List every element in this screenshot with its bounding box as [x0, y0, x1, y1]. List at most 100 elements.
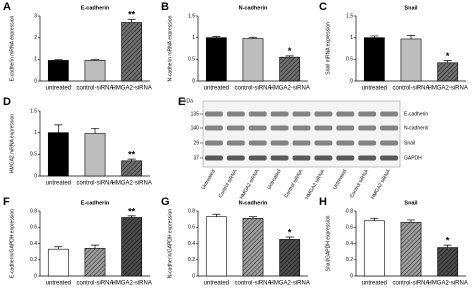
- error-bar: [54, 124, 63, 133]
- y-axis-label: N-cadherin mRNA expression: [167, 15, 173, 81]
- band: [248, 111, 267, 117]
- x-tick-label: control-siRNA: [234, 281, 271, 287]
- bar: [84, 248, 106, 277]
- band: [358, 140, 377, 146]
- panel-letter: E: [178, 96, 185, 108]
- x-tick-label: untreated: [204, 86, 229, 92]
- y-tick-label: 0.8: [188, 208, 195, 214]
- error-bar: [91, 244, 99, 249]
- band: [205, 155, 223, 161]
- chart-title: N-cadherin: [239, 200, 268, 206]
- bar: [205, 37, 227, 82]
- error-bar: [91, 59, 99, 61]
- x-tick-label: HMGA2-siRNA: [111, 181, 151, 187]
- bar: [47, 60, 69, 82]
- band-label: E-cadherin: [404, 111, 428, 117]
- y-axis-label: Snail mRNA expression: [325, 22, 331, 75]
- x-tick-label: untreated: [46, 281, 71, 287]
- y-tick-label: 0.2: [346, 257, 353, 263]
- band: [205, 125, 223, 131]
- lane-label: HMGA2 siRNA: [239, 168, 261, 200]
- x-tick-label: control-siRNA: [76, 181, 113, 187]
- y-tick-label: 1: [34, 57, 37, 63]
- y-tick-label: 0.8: [30, 208, 37, 214]
- x-tick-label: untreated: [204, 281, 229, 287]
- weight-label: 29: [193, 140, 199, 146]
- y-tick-label: 0.8: [346, 208, 353, 214]
- error-bar: [370, 35, 379, 38]
- x-tick-label: untreated: [46, 86, 71, 92]
- error-bar: [370, 217, 379, 221]
- significance: *: [446, 51, 450, 61]
- x-tick-label: HMGA2-siRNA: [427, 281, 467, 287]
- band: [205, 140, 223, 146]
- y-tick-label: 1: [192, 35, 195, 41]
- y-tick-label: 0.4: [346, 241, 353, 247]
- bar: [47, 132, 69, 177]
- band: [270, 140, 289, 146]
- error-bar: [407, 219, 415, 223]
- x-tick-label: HMGA2-siRNA: [269, 281, 309, 287]
- y-tick-label: 1: [34, 130, 37, 136]
- bar: [437, 247, 459, 277]
- error-bar: [407, 35, 415, 39]
- bar: [121, 160, 143, 177]
- panel-letter: A: [3, 1, 11, 13]
- y-tick-label: 0.5: [188, 57, 195, 63]
- lane-label: Untreated: [266, 168, 282, 190]
- band: [292, 125, 311, 131]
- x-tick-label: untreated: [362, 281, 387, 287]
- bar: [242, 38, 264, 82]
- chart-title: E-cadherin: [81, 5, 110, 11]
- band: [292, 111, 311, 117]
- band: [248, 155, 267, 161]
- band: [314, 155, 333, 161]
- y-tick-label: 2: [34, 35, 37, 41]
- panel-letter: H: [319, 196, 327, 208]
- band: [336, 111, 355, 117]
- band: [380, 140, 398, 146]
- band: [380, 111, 398, 117]
- band: [358, 125, 377, 131]
- x-tick-label: HMGA2-siRNA: [427, 86, 467, 92]
- bar: [279, 56, 301, 82]
- panel-letter: B: [161, 1, 169, 13]
- y-tick-label: 3: [34, 13, 37, 19]
- bar: [363, 37, 385, 82]
- band-label: GAPDH: [404, 155, 422, 161]
- significance: **: [128, 149, 136, 159]
- y-tick-label: 0.5: [30, 152, 37, 158]
- y-tick-label: 1.5: [188, 13, 195, 19]
- band: [292, 155, 311, 161]
- bar: [437, 62, 459, 82]
- x-tick-label: control-siRNA: [234, 86, 271, 92]
- band: [314, 111, 333, 117]
- band: [358, 111, 377, 117]
- error-bar: [91, 127, 99, 134]
- x-tick-label: untreated: [362, 86, 387, 92]
- x-tick-label: HMGA2-siRNA: [111, 281, 151, 287]
- bar: [400, 38, 422, 82]
- error-bar: [54, 246, 63, 250]
- bar: [121, 217, 143, 277]
- x-tick-label: control-siRNA: [76, 86, 113, 92]
- band: [380, 125, 398, 131]
- y-tick-label: 0: [34, 173, 37, 179]
- weight-label: 140: [191, 125, 200, 131]
- bar: [242, 218, 264, 277]
- error-bar: [285, 236, 294, 240]
- band: [226, 140, 245, 146]
- band: [336, 155, 355, 161]
- lane-label: Control siRNA: [349, 168, 370, 199]
- band-label: Snail: [404, 140, 415, 146]
- band: [270, 111, 289, 117]
- band: [226, 155, 245, 161]
- band: [248, 125, 267, 131]
- x-tick-label: control-siRNA: [392, 281, 429, 287]
- y-tick-label: 0: [350, 78, 353, 84]
- panel-letter: C: [319, 1, 327, 13]
- x-tick-label: HMGA2-siRNA: [269, 86, 309, 92]
- y-tick-label: 0.6: [30, 225, 37, 231]
- band: [380, 155, 398, 161]
- error-bar: [127, 215, 136, 218]
